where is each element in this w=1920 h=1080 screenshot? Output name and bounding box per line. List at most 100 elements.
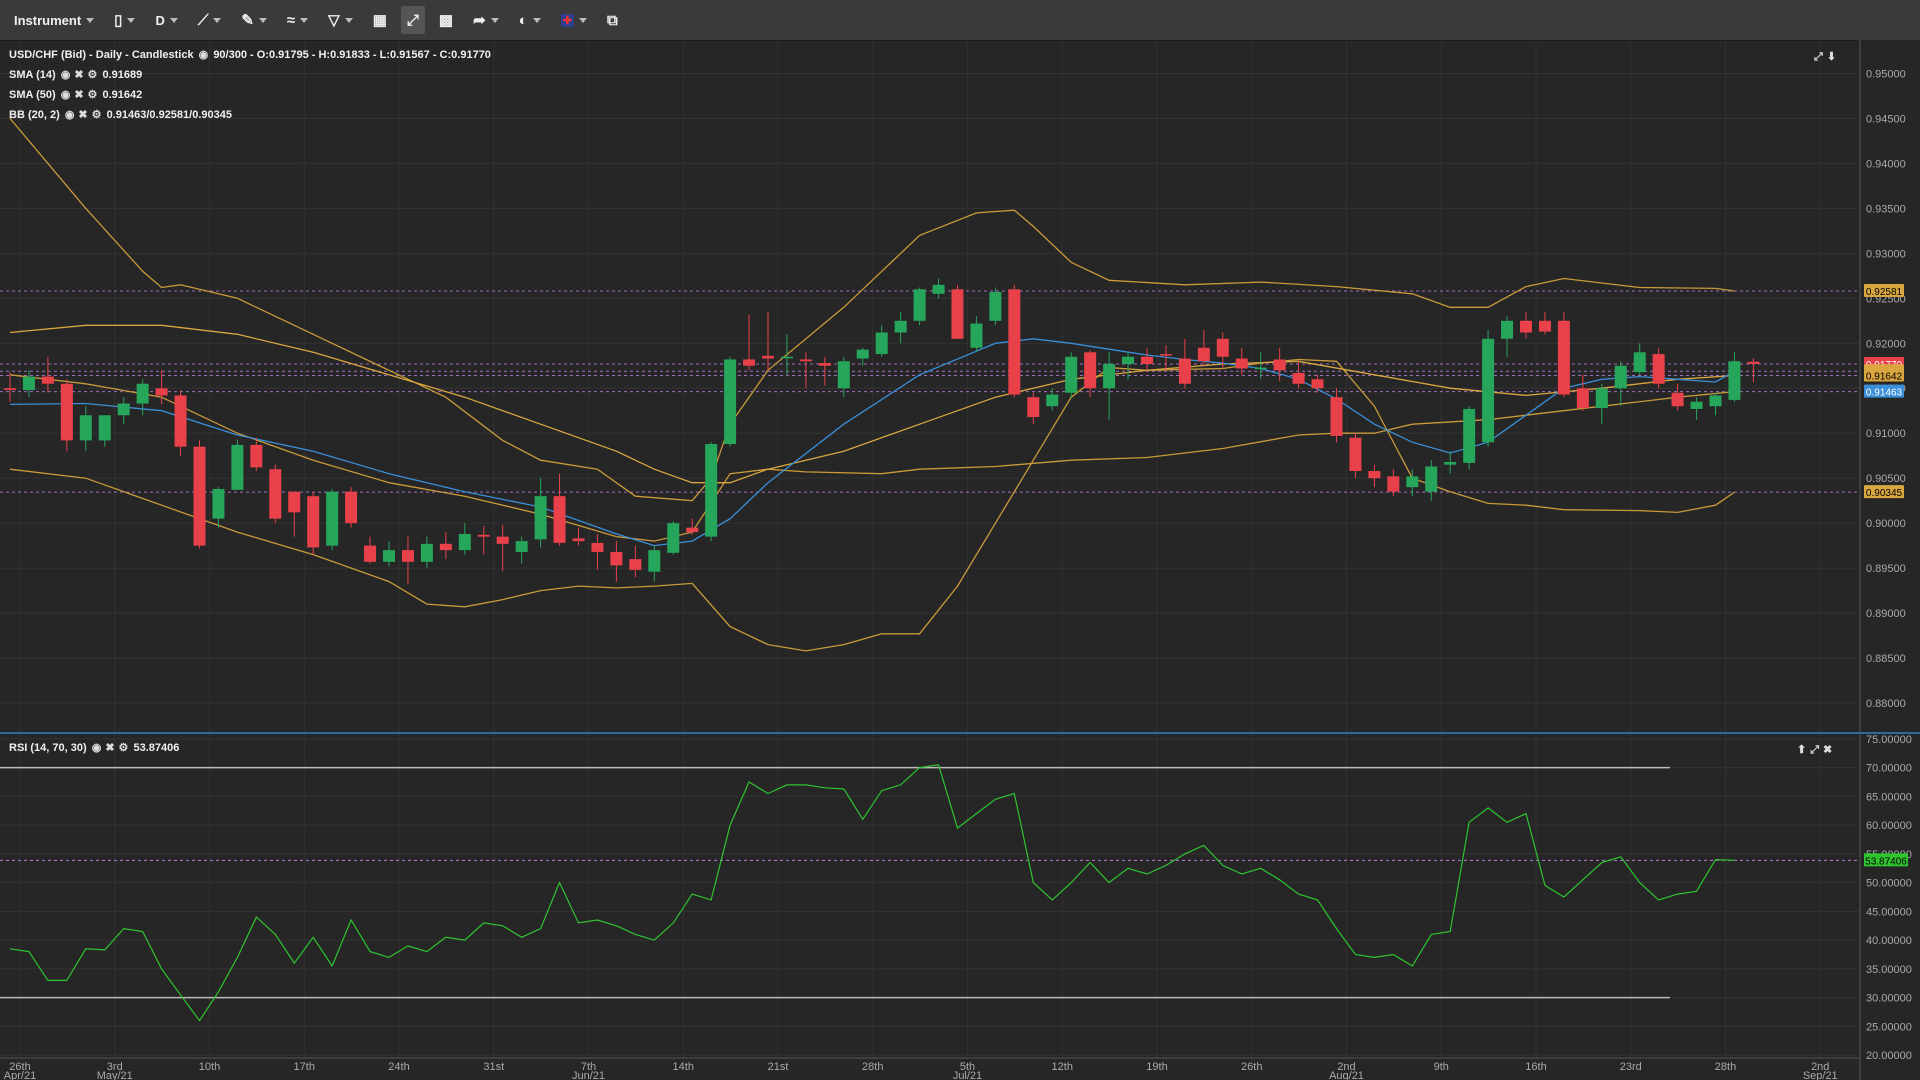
fullscreen-icon: ⤢ [406, 11, 419, 29]
candle-body [22, 376, 35, 391]
candle-body [79, 415, 92, 441]
candle-body [1633, 352, 1646, 373]
shapes-button[interactable]: ▽ [322, 6, 359, 34]
time-tick-label: 23rd [1620, 1061, 1642, 1073]
candlestick-icon: ▯ [114, 12, 123, 29]
fib-tool-button[interactable]: ≈ [281, 6, 314, 34]
instrument-label: Instrument [14, 12, 82, 28]
candle-body [1595, 388, 1608, 409]
candle-body [913, 289, 926, 321]
language-button[interactable]: ✚ [555, 6, 593, 34]
candle-body [1425, 466, 1438, 492]
instrument-dropdown[interactable]: Instrument [8, 6, 100, 34]
line-tool-icon: ⟋ [197, 11, 209, 29]
gear-icon[interactable]: ⚙ [118, 742, 129, 754]
candle-body [724, 359, 737, 445]
candle-body [288, 491, 301, 513]
price-tag [1864, 284, 1904, 298]
rsi-label: RSI (14, 70, 30) [9, 742, 87, 754]
candle-body [799, 359, 812, 362]
time-tick-label: 2nd [1337, 1061, 1355, 1073]
price-tick-label: 0.88500 [1866, 653, 1906, 665]
candle-body [420, 543, 433, 562]
eye-icon[interactable]: ◉ [198, 49, 209, 61]
candle-body [1235, 358, 1248, 369]
main-legend-title-row: USD/CHF (Bid) - Daily - Candlestick ◉ 90… [9, 48, 491, 61]
sma14-legend: SMA (14) ◉ ✖ ⚙ 0.91689 [9, 68, 142, 81]
theme-button[interactable]: ◐ [513, 6, 547, 34]
time-tick-label: 26th [9, 1061, 30, 1073]
close-icon[interactable]: ✖ [74, 89, 84, 101]
fullscreen-button[interactable]: ⤢ [400, 6, 425, 34]
candle-body [41, 376, 54, 384]
candle-body [572, 538, 585, 542]
close-icon[interactable]: ✖ [1823, 744, 1833, 756]
line-tool-button[interactable]: ⟋ [192, 6, 228, 34]
chevron-down-icon [300, 17, 309, 23]
candle-body [1311, 379, 1324, 389]
candle-body [629, 559, 642, 570]
close-icon[interactable]: ✖ [74, 69, 84, 81]
price-tick-label: 0.94000 [1866, 158, 1906, 170]
layout-button[interactable]: ▦ [367, 6, 393, 34]
candle-body [383, 550, 395, 562]
eye-icon[interactable]: ◉ [60, 69, 71, 81]
share-button[interactable]: ➦ [467, 6, 505, 34]
price-tick-label: 0.93500 [1866, 203, 1906, 215]
chevron-down-icon [86, 17, 95, 23]
move-down-icon[interactable]: ⬇ [1826, 51, 1837, 63]
time-tick-sublabel: Jun/21 [572, 1070, 605, 1080]
expand-icon[interactable]: ⤢ [1810, 744, 1820, 756]
candle-body [1330, 397, 1343, 436]
candle-body [1141, 356, 1153, 364]
shapes-icon: ▽ [328, 12, 340, 29]
chevron-down-icon [578, 17, 587, 23]
rsi-tick-label: 25.00000 [1866, 1021, 1912, 1033]
gear-icon[interactable]: ⚙ [87, 89, 98, 101]
candle-body [818, 363, 831, 366]
candle-body [534, 496, 547, 540]
rsi-value-tag-label: 53.87406 [1865, 856, 1907, 867]
candle-body [553, 496, 566, 543]
rsi-series [0, 764, 1860, 1022]
time-tick-label: 28th [862, 1061, 883, 1073]
candle-body [1463, 408, 1476, 463]
draw-tool-button[interactable]: ✎ [235, 6, 273, 34]
time-tick-sublabel: May/21 [97, 1070, 133, 1080]
rsi-tick-label: 30.00000 [1866, 993, 1912, 1005]
chart-type-dropdown[interactable]: ▯ [108, 6, 141, 34]
timeframe-dropdown[interactable]: D [149, 6, 183, 34]
candle-body [1368, 470, 1381, 479]
candle-body [1444, 461, 1457, 465]
chevron-down-icon [490, 17, 499, 23]
close-icon[interactable]: ✖ [78, 109, 88, 121]
bb-legend: BB (20, 2) ◉ ✖ ⚙ 0.91463/0.92581/0.90345 [9, 108, 232, 121]
gear-icon[interactable]: ⚙ [87, 69, 98, 81]
candle-body [951, 289, 964, 339]
candle-body [117, 403, 130, 416]
candle-body [1652, 354, 1665, 384]
eye-icon[interactable]: ◉ [60, 89, 71, 101]
expand-icon[interactable]: ⤢ [1814, 51, 1823, 63]
price-tag [1864, 485, 1904, 499]
candle-body [1501, 320, 1514, 339]
rsi-tick-label: 70.00000 [1866, 763, 1912, 775]
candle-body [1273, 359, 1286, 371]
top-toolbar: Instrument ▯ D ⟋ ✎ ≈ ▽ ▦ ⤢ ▩ ➦ ◐ ✚ ⧉ [0, 0, 1920, 41]
rsi-tick-label: 75.00000 [1866, 734, 1912, 746]
rsi-tick-label: 45.00000 [1866, 906, 1912, 918]
gear-icon[interactable]: ⚙ [91, 109, 102, 121]
time-tick-label: 31st [483, 1061, 504, 1073]
close-icon[interactable]: ✖ [105, 742, 115, 754]
chevron-down-icon [344, 17, 353, 23]
timeframe-label: D [155, 12, 165, 28]
rsi-tick-label: 20.00000 [1866, 1050, 1912, 1062]
indicators-button[interactable]: ▩ [433, 6, 459, 34]
eye-icon[interactable]: ◉ [91, 742, 102, 754]
rsi-tick-label: 65.00000 [1866, 791, 1912, 803]
move-up-icon[interactable]: ⬆ [1797, 744, 1807, 756]
new-window-button[interactable]: ⧉ [601, 6, 624, 34]
eye-icon[interactable]: ◉ [64, 109, 75, 121]
bb-middle-line [9, 374, 1735, 542]
